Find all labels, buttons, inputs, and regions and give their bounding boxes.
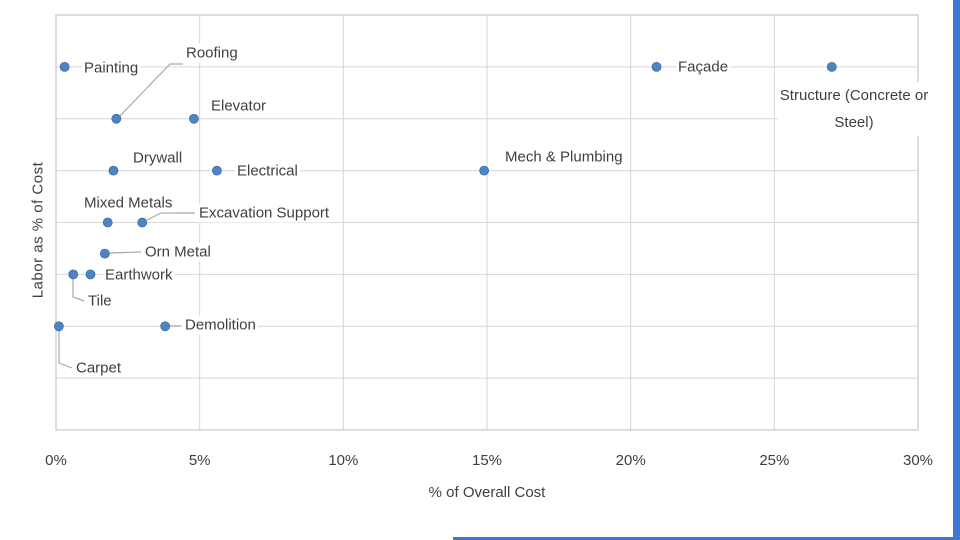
point-label-structure-concrete-or-steel: Structure (Concrete or Steel) <box>777 82 931 136</box>
point-label-demolition: Demolition <box>183 315 258 335</box>
data-point-fa-ade <box>651 61 662 72</box>
point-label-earthwork: Earthwork <box>103 265 175 285</box>
x-axis-title: % of Overall Cost <box>428 484 546 501</box>
data-point-carpet <box>53 321 64 332</box>
data-point-structure-concrete-or-steel <box>826 61 837 72</box>
point-label-carpet: Carpet <box>74 358 124 378</box>
point-label-excavation-support: Excavation Support <box>197 203 332 223</box>
x-tick-label: 15% <box>471 452 503 469</box>
leader-line-roofing <box>118 63 183 118</box>
point-label-fa-ade: Façade <box>676 57 731 77</box>
point-label-orn-metal: Orn Metal <box>143 242 213 262</box>
point-label-painting: Painting <box>82 58 141 78</box>
window-border-bottom <box>453 537 960 540</box>
data-point-mixed-metals <box>102 217 113 228</box>
leader-line-tile <box>72 279 85 302</box>
leader-line-orn-metal <box>108 251 142 254</box>
data-point-drywall <box>108 165 119 176</box>
plot-border <box>55 14 919 431</box>
x-tick-label: 0% <box>45 452 67 469</box>
data-point-roofing <box>111 113 122 124</box>
point-label-tile: Tile <box>86 291 114 311</box>
data-point-orn-metal <box>99 248 110 259</box>
x-tick-label: 20% <box>615 452 646 469</box>
point-label-roofing: Roofing <box>184 43 240 63</box>
point-label-mech-plumbing: Mech & Plumbing <box>503 147 625 167</box>
x-tick-label: 5% <box>188 452 211 469</box>
point-label-drywall: Drywall <box>131 148 185 168</box>
x-tick-label: 30% <box>902 452 934 469</box>
data-point-excavation-support <box>137 217 148 228</box>
point-label-elevator: Elevator <box>209 96 269 116</box>
window-border-right <box>953 0 960 540</box>
point-label-electrical: Electrical <box>235 161 300 181</box>
data-point-elevator <box>189 113 199 124</box>
data-point-earthwork <box>85 269 96 280</box>
data-point-electrical <box>212 165 222 176</box>
x-tick-label: 25% <box>759 452 790 469</box>
x-tick-label: 10% <box>328 452 359 469</box>
data-point-mech-plumbing <box>479 165 490 176</box>
y-axis-title: Labor as % of Cost <box>29 161 47 299</box>
data-point-demolition <box>160 321 171 332</box>
leader-line-carpet <box>58 330 73 369</box>
point-label-mixed-metals: Mixed Metals <box>82 193 175 213</box>
data-point-tile <box>68 269 79 280</box>
data-point-painting <box>59 61 70 72</box>
leader-line-excavation-support <box>146 212 195 221</box>
